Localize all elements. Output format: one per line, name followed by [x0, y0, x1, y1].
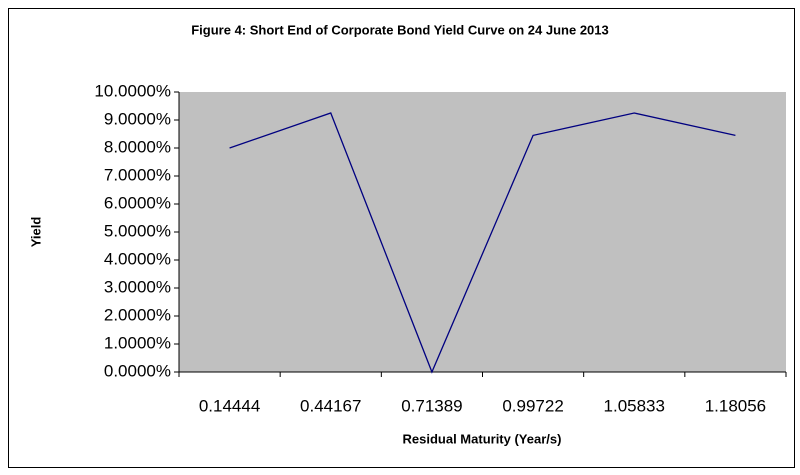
chart-title: Figure 4: Short End of Corporate Bond Yi… [191, 22, 609, 37]
plot-area [179, 92, 786, 372]
y-tick-label: 8.0000% [104, 137, 171, 156]
y-tick-label: 6.0000% [104, 193, 171, 212]
x-tick-label: 0.99722 [502, 396, 563, 415]
y-tick-label: 9.0000% [104, 109, 171, 128]
y-tick-label: 1.0000% [104, 333, 171, 352]
y-tick-label: 5.0000% [104, 221, 171, 240]
x-tick-label: 0.71389 [401, 396, 462, 415]
y-tick-label: 2.0000% [104, 305, 171, 324]
y-tick-label: 10.0000% [94, 81, 171, 100]
y-tick-label: 7.0000% [104, 165, 171, 184]
y-axis-title: Yield [28, 217, 43, 248]
y-tick-label: 0.0000% [104, 361, 171, 380]
x-tick-label: 0.44167 [300, 396, 361, 415]
data-line [229, 112, 736, 374]
y-tick-label: 3.0000% [104, 277, 171, 296]
x-tick-label: 1.05833 [604, 396, 665, 415]
x-tick-label: 1.18056 [705, 396, 766, 415]
y-tick-label: 4.0000% [104, 249, 171, 268]
x-axis-title: Residual Maturity (Year/s) [403, 431, 562, 446]
x-tick-label: 0.14444 [199, 396, 260, 415]
